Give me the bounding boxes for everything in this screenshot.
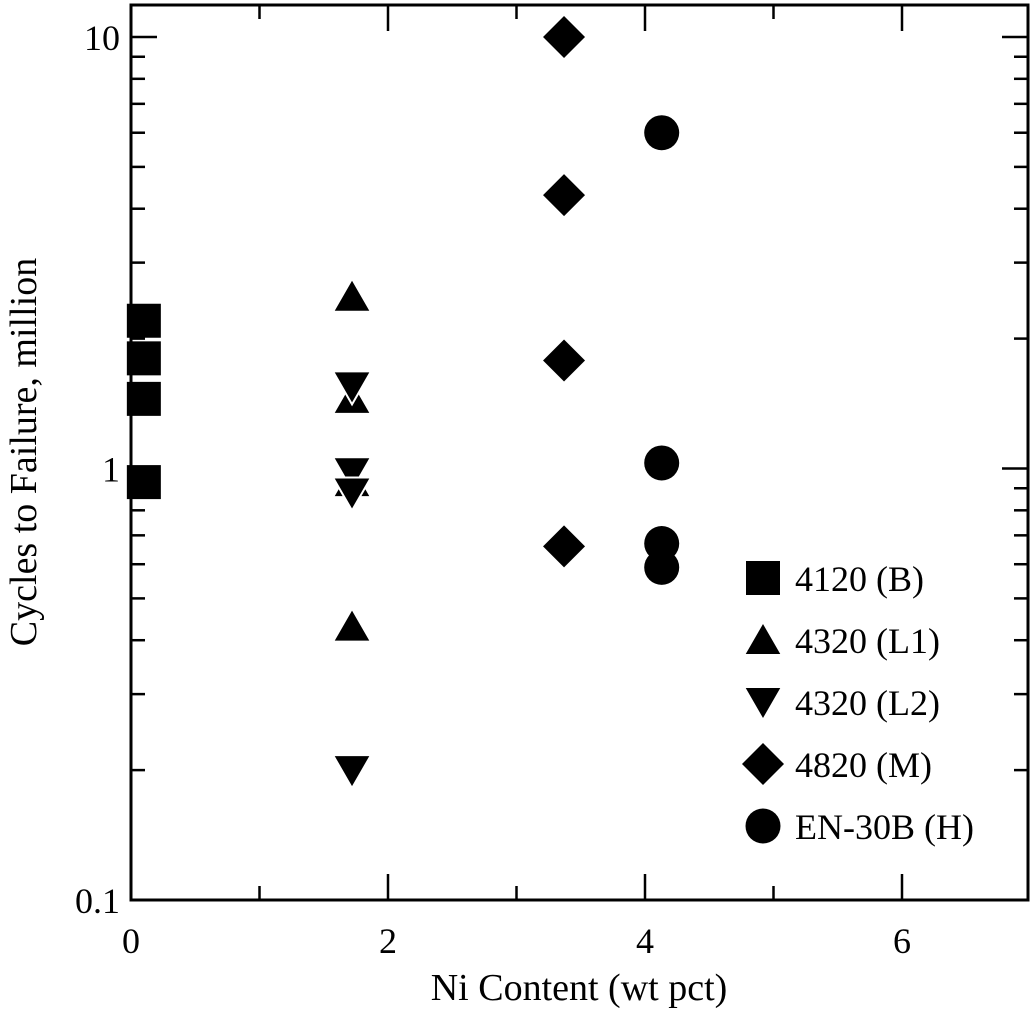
data-point [644, 115, 680, 151]
data-point [126, 381, 161, 416]
data-point [331, 754, 373, 791]
legend-item: 4820 (M) [742, 743, 932, 785]
legend-marker [746, 561, 780, 595]
data-point [126, 465, 161, 500]
series-4 [644, 115, 680, 585]
data-point [644, 549, 680, 585]
legend: 4120 (B) 4320 (L1) 4320 (L2) 4820 (M) EN-30B… [742, 559, 974, 847]
data-point [543, 174, 586, 217]
legend-marker [742, 619, 784, 656]
x-axis-label: Ni Content (wt pct) [431, 967, 728, 1009]
y-tick-label: 10 [84, 18, 120, 58]
y-tick-label: 0.1 [75, 881, 120, 921]
data-points [126, 16, 680, 791]
data-point [331, 456, 373, 493]
axis-tick-labels: 0 2 4 6 0.1 1 10 [75, 18, 911, 961]
x-tick-label: 0 [122, 921, 140, 961]
x-tick-label: 4 [636, 921, 654, 961]
legend-label: 4120 (B) [795, 559, 924, 599]
data-point [543, 16, 586, 58]
legend-marker [742, 743, 784, 785]
series-3 [543, 16, 586, 568]
series-2 [331, 370, 373, 791]
data-point [331, 276, 373, 313]
legend-item: 4120 (B) [746, 559, 924, 599]
legend-item: 4320 (L1) [742, 619, 940, 661]
legend-label: 4320 (L2) [795, 683, 940, 723]
legend-label: EN-30B (H) [795, 807, 974, 847]
legend-marker [745, 808, 781, 844]
y-tick-label: 1 [102, 450, 120, 490]
x-tick-label: 6 [893, 921, 911, 961]
data-point [331, 370, 373, 407]
data-point [126, 303, 161, 338]
data-point [126, 341, 161, 376]
legend-item: EN-30B (H) [745, 807, 974, 847]
data-point [644, 445, 680, 481]
legend-label: 4820 (M) [795, 745, 932, 785]
data-point [543, 525, 586, 568]
legend-item: 4320 (L2) [742, 683, 940, 723]
legend-label: 4320 (L1) [795, 621, 940, 661]
data-point [331, 476, 373, 513]
data-point [543, 339, 586, 382]
series-0 [126, 303, 161, 500]
plot-frame [129, 3, 1030, 902]
x-tick-label: 2 [379, 921, 397, 961]
y-axis-label: Cycles to Failure, million [3, 258, 45, 646]
axis-ticks [131, 5, 1028, 900]
data-point [331, 606, 373, 643]
legend-marker [742, 686, 784, 723]
